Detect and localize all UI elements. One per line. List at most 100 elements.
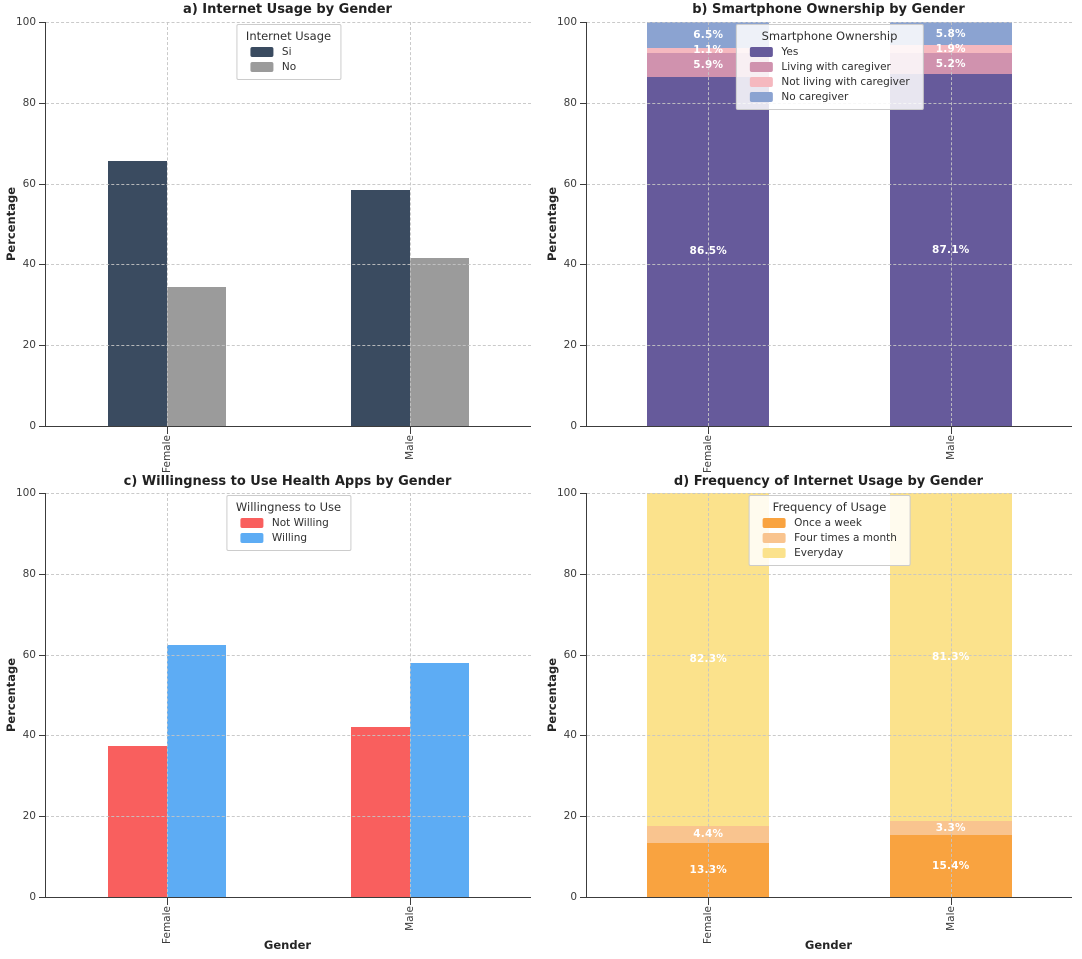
y-tick-mark	[580, 493, 587, 494]
legend-label: Willing	[271, 532, 308, 544]
y-tick-label: 100	[556, 487, 577, 499]
plot-area: Female Male 0 20 40 60 80 100 86.5% 5.9% 1.1% 6.5% 8…	[557, 16, 1072, 473]
legend-swatch-willing	[239, 533, 263, 543]
x-tick-mark	[409, 426, 411, 434]
gridline-horizontal	[46, 573, 531, 575]
legend-swatch-not-living-with-caregiver	[749, 77, 773, 87]
x-tick-mark	[950, 426, 952, 434]
x-tick-mark	[950, 897, 952, 905]
gridline-vertical	[167, 22, 169, 426]
legend-label: Not Willing	[271, 517, 329, 529]
legend-item-si: Si	[246, 46, 331, 58]
chart-panel-d: d) Frequency of Internet Usage by Gender…	[541, 474, 1082, 959]
bar-value-label: 5.2%	[935, 57, 966, 70]
legend: Frequency of Usage Once a week Four times …	[748, 495, 911, 566]
bar-si-male	[350, 189, 410, 426]
legend-item-no: No	[246, 61, 331, 73]
gridline-horizontal	[46, 22, 531, 23]
plot-area: Female Male 0 20 40 60 80 100 13.3% 4.4% 82.3% 15.4…	[557, 487, 1072, 944]
legend-label: Once a week	[794, 517, 862, 529]
y-tick-label: 0	[29, 420, 36, 432]
y-tick-mark	[39, 735, 46, 737]
plot-area: Female Male 0 20 40 60 80 100 Internet Usage Si No	[16, 16, 531, 473]
legend: Internet Usage Si No	[235, 24, 342, 80]
bar-no-male	[409, 258, 469, 426]
legend-label: Living with caregiver	[781, 61, 891, 73]
y-tick-mark	[39, 493, 46, 494]
gridline-horizontal	[46, 493, 531, 494]
y-tick-label: 40	[22, 729, 36, 742]
y-tick-mark	[39, 426, 46, 427]
gridline-horizontal	[587, 573, 1072, 575]
legend-item-living-with-caregiver: Living with caregiver	[745, 61, 913, 73]
legend-item-no-caregiver: No caregiver	[745, 91, 913, 103]
y-tick-mark	[39, 897, 46, 898]
y-tick-label: 0	[29, 891, 36, 903]
legend-label: No caregiver	[781, 91, 849, 103]
y-axis-label: Percentage	[545, 187, 559, 261]
legend-swatch-yes	[749, 47, 773, 57]
y-axis-label: Percentage	[545, 658, 559, 732]
gridline-horizontal	[46, 816, 531, 818]
gridline-horizontal	[587, 264, 1072, 266]
y-tick-label: 60	[563, 648, 577, 661]
x-tick-label: Male	[944, 906, 957, 931]
y-tick-label: 80	[22, 567, 36, 580]
y-tick-label: 80	[22, 96, 36, 109]
legend-item-yes: Yes	[745, 46, 913, 58]
gridline-vertical	[950, 493, 952, 897]
gridline-horizontal	[587, 816, 1072, 818]
y-tick-label: 20	[563, 810, 577, 823]
chart-panel-b: b) Smartphone Ownership by Gender Percent…	[541, 0, 1082, 480]
y-tick-mark	[580, 573, 587, 575]
y-tick-label: 60	[563, 177, 577, 190]
x-tick-mark	[167, 897, 169, 905]
y-tick-label: 20	[22, 339, 36, 352]
y-tick-mark	[39, 816, 46, 818]
y-tick-label: 60	[22, 648, 36, 661]
legend-item-everyday: Everyday	[758, 547, 901, 559]
y-tick-mark	[580, 816, 587, 818]
bar-value-label: 5.9%	[693, 58, 724, 71]
bar-not-willing-male	[350, 727, 410, 897]
y-tick-mark	[580, 735, 587, 737]
legend-item-not-living-with-caregiver: Not living with caregiver	[745, 76, 913, 88]
y-tick-mark	[39, 345, 46, 347]
bar-not-willing-female	[108, 745, 168, 897]
x-axis-label: Gender	[804, 938, 853, 952]
y-tick-label: 80	[563, 567, 577, 580]
bar-value-label: 1.1%	[693, 44, 724, 57]
gridline-horizontal	[587, 735, 1072, 737]
legend-swatch-everyday	[762, 548, 786, 558]
legend: Willingness to Use Not Willing Willing	[225, 495, 352, 551]
y-tick-mark	[580, 654, 587, 656]
gridline-vertical	[409, 493, 411, 897]
gridline-horizontal	[587, 22, 1072, 23]
gridline-horizontal	[46, 735, 531, 737]
legend-label: Everyday	[794, 547, 844, 559]
y-tick-label: 0	[570, 420, 577, 432]
legend-swatch-not-willing	[239, 518, 263, 528]
y-tick-mark	[580, 426, 587, 427]
y-tick-mark	[580, 22, 587, 23]
y-tick-mark	[39, 22, 46, 23]
x-tick-label: Female	[702, 435, 715, 473]
gridline-horizontal	[46, 345, 531, 347]
y-tick-label: 60	[22, 177, 36, 190]
bar-value-label: 6.5%	[693, 29, 724, 42]
gridline-vertical	[708, 493, 710, 897]
y-tick-label: 40	[563, 258, 577, 271]
x-tick-label: Male	[403, 435, 416, 460]
gridline-horizontal	[587, 654, 1072, 656]
legend-swatch-no	[249, 62, 273, 72]
y-tick-mark	[39, 102, 46, 104]
chart-panel-c: c) Willingness to Use Health Apps by Gen…	[0, 474, 541, 959]
chart-panel-a: a) Internet Usage by Gender Percentage Fem…	[0, 0, 541, 480]
bar-value-label: 81.3%	[932, 651, 970, 664]
legend-swatch-living-with-caregiver	[749, 62, 773, 72]
y-tick-label: 100	[556, 16, 577, 28]
legend-item-not-willing: Not Willing	[236, 517, 341, 529]
bar-value-label: 15.4%	[932, 859, 970, 872]
legend-title: Internet Usage	[245, 29, 332, 43]
